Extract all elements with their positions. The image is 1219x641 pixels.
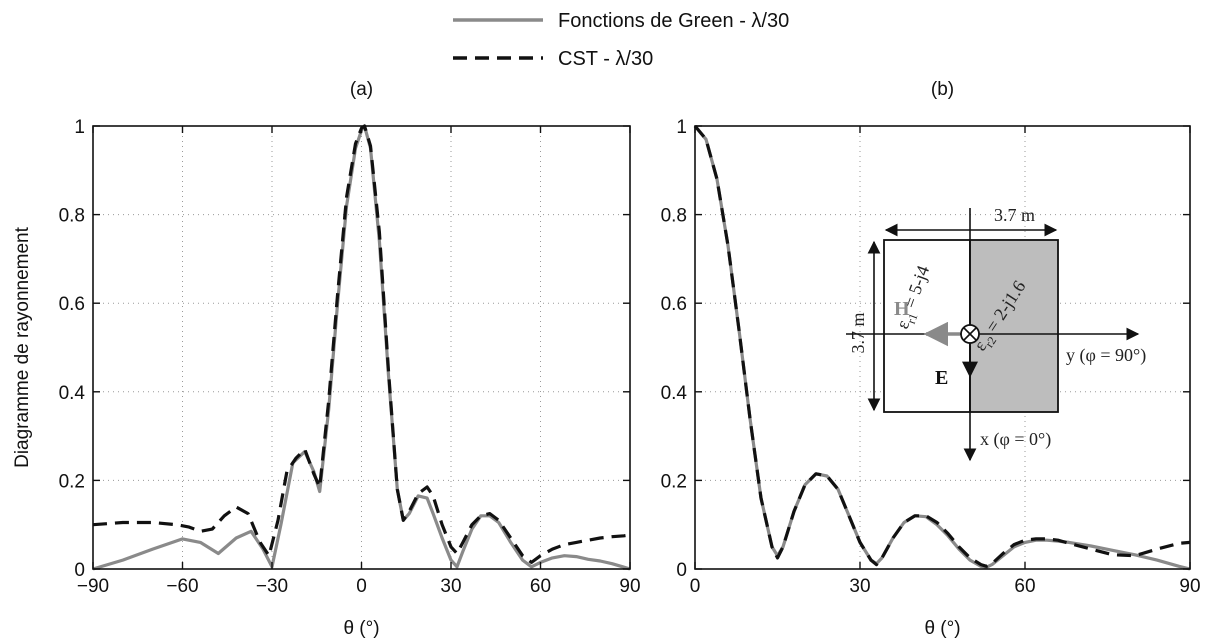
series-line-a-cst <box>92 124 631 564</box>
dimension-top-label: 3.7 m <box>994 205 1035 225</box>
y-tick-label-b: 0.4 <box>661 383 688 404</box>
x-axis-label-b: θ (°) <box>924 618 960 639</box>
legend-label-green: Fonctions de Green - λ/30 <box>558 10 789 32</box>
x-tick-label-a: 0 <box>356 576 367 597</box>
e-vector-label: E <box>935 367 948 389</box>
plot-frame-a <box>92 125 631 570</box>
x-tick-label-b: 60 <box>1014 576 1035 597</box>
x-tick-label-a: 60 <box>530 576 551 597</box>
y-tick-label-a: 1 <box>74 117 85 138</box>
into-page-symbol-icon <box>960 324 980 344</box>
dimension-left-label: 3.7 m <box>848 312 868 353</box>
legend-label-cst: CST - λ/30 <box>558 48 653 70</box>
x-tick-label-a: −30 <box>256 576 288 597</box>
panel-a: (a) −90 −60 −30 0 30 60 90 0 0.2 0.4 0.6 0.8 1 θ (°) Di… <box>12 79 641 639</box>
x-tick-label-b: 30 <box>849 576 870 597</box>
series-line-b-cst <box>693 124 1191 568</box>
inset-diagram: 3.7 m 3.7 m εr1 = 5-j4 εr2 = 2-j1.6 y (φ… <box>846 205 1146 462</box>
plot-frame-b <box>694 125 1191 570</box>
x-tick-label-b: 90 <box>1179 576 1200 597</box>
y-tick-label-a: 0 <box>74 560 85 581</box>
y-tick-label-a: 0.4 <box>59 383 86 404</box>
x-tick-label-a: −60 <box>166 576 198 597</box>
x-tick-label-b: 0 <box>690 576 701 597</box>
y-tick-label-b: 0 <box>676 560 687 581</box>
y-tick-label-b: 1 <box>676 117 687 138</box>
y-tick-label-a: 0.6 <box>59 294 85 315</box>
x-axis-label-a: θ (°) <box>343 618 379 639</box>
x-tick-label-a: −90 <box>77 576 109 597</box>
y-axis-label-a: Diagramme de rayonnement <box>12 226 33 468</box>
x-tick-label-a: 90 <box>619 576 640 597</box>
y-tick-label-b: 0.8 <box>661 206 687 227</box>
panel-label-a: (a) <box>350 79 373 100</box>
x-axis-label: x (φ = 0°) <box>980 429 1051 450</box>
y-tick-label-a: 0.2 <box>59 471 85 492</box>
panel-b: (b) 0 30 60 90 0 0.2 0.4 0.6 0.8 1 θ (°) <box>661 79 1201 639</box>
legend: Fonctions de Green - λ/30 CST - λ/30 <box>453 10 789 70</box>
series-line-a-green <box>92 124 631 571</box>
y-tick-label-a: 0.8 <box>59 206 85 227</box>
y-tick-label-b: 0.2 <box>661 471 687 492</box>
panel-label-b: (b) <box>931 79 954 100</box>
y-axis-label: y (φ = 90°) <box>1066 345 1146 366</box>
h-vector-label: H <box>894 298 910 320</box>
x-tick-label-a: 30 <box>440 576 461 597</box>
y-tick-label-b: 0.6 <box>661 294 687 315</box>
